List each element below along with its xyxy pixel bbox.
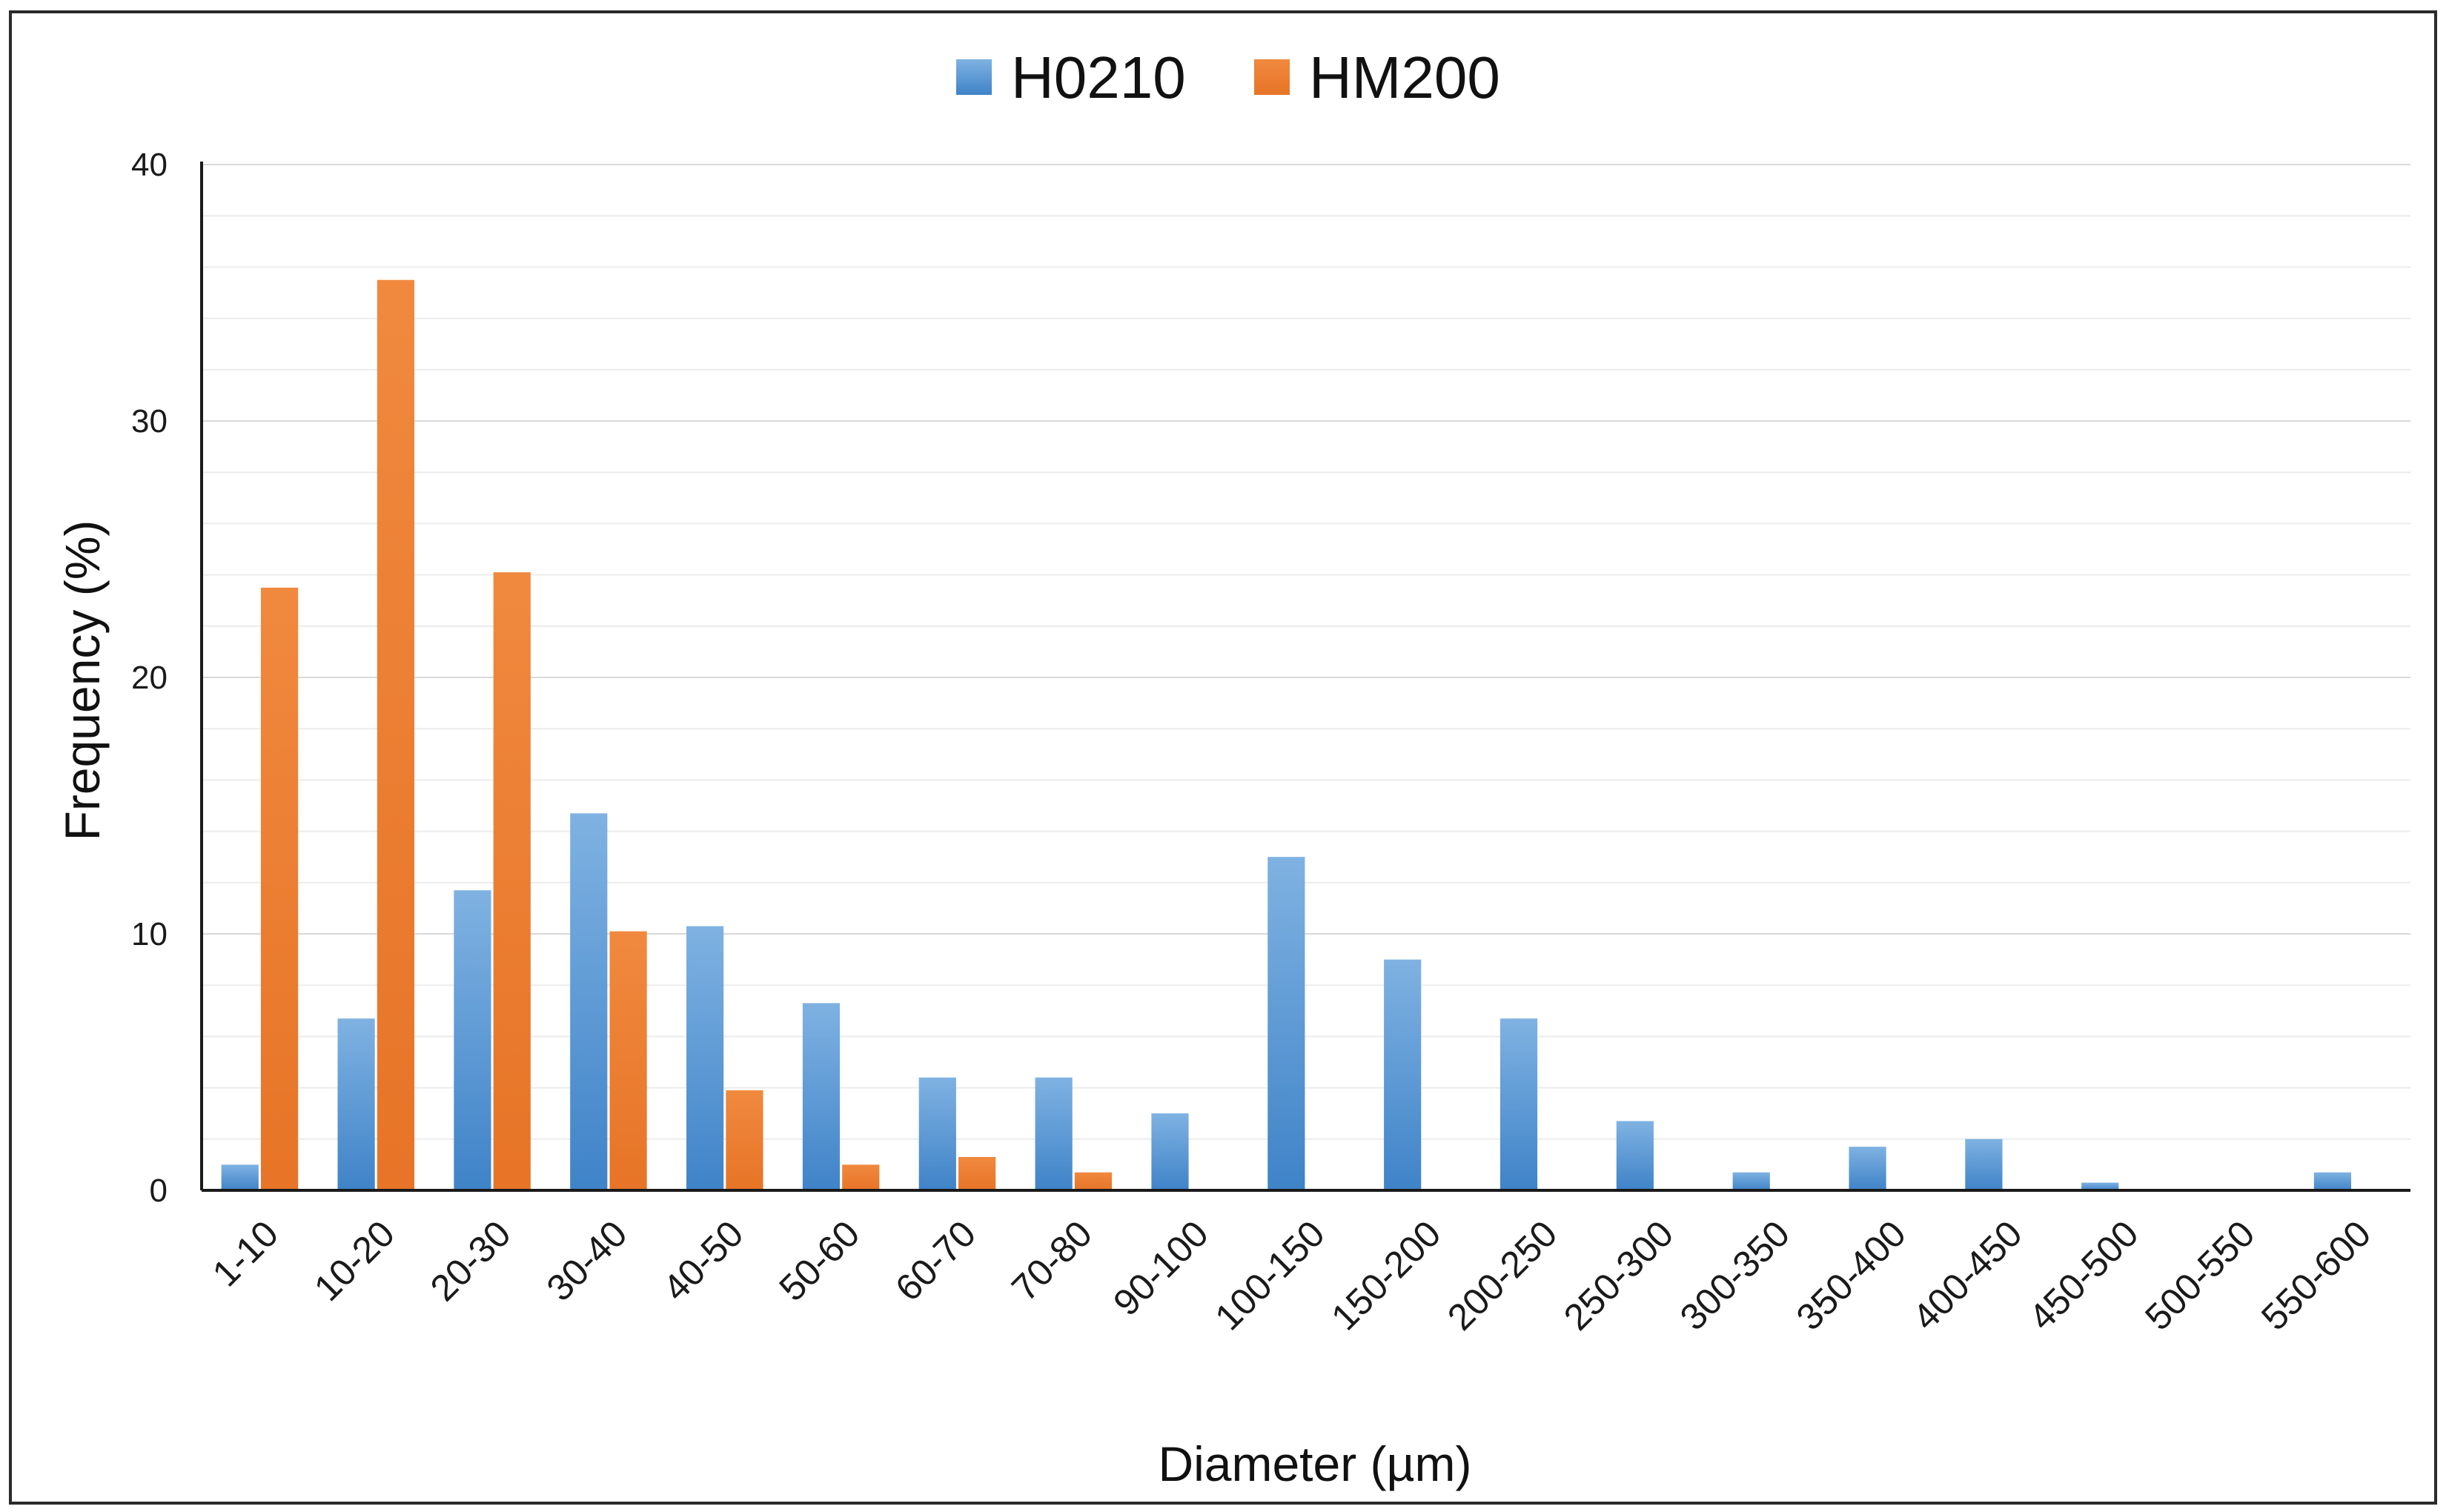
bar-h0210-300-350 [1732,1172,1770,1190]
x-axis-title: Diameter (µm) [1158,1436,1471,1491]
bar-h0210-400-450 [1965,1138,2003,1190]
y-tick-label: 30 [131,403,168,440]
bar-hm200-40-50 [726,1090,763,1190]
bar-h0210-70-80 [1035,1077,1073,1190]
bar-h0210-90-100 [1151,1113,1189,1190]
bar-h0210-450-500 [2081,1182,2119,1190]
bar-h0210-60-70 [918,1077,956,1190]
bar-h0210-150-200 [1384,959,1422,1190]
bar-hm200-70-80 [1074,1172,1113,1190]
bar-hm200-20-30 [493,572,531,1190]
y-axis-title: Frequency (%) [55,520,110,841]
bar-hm200-1-10 [260,587,299,1190]
y-tick-label: 40 [131,147,168,183]
y-tick-label: 10 [131,916,168,952]
bar-hm200-50-60 [842,1164,880,1190]
bars [221,279,2352,1191]
legend-label-hm200: HM200 [1309,44,1500,110]
bar-hm200-10-20 [377,279,415,1191]
y-tick-label: 0 [150,1173,168,1209]
bar-h0210-20-30 [454,890,491,1190]
bar-h0210-50-60 [802,1003,841,1190]
bar-h0210-100-150 [1267,857,1305,1190]
legend-swatch-hm200 [1254,59,1290,95]
bar-h0210-30-40 [570,813,608,1190]
bar-hm200-60-70 [958,1157,996,1190]
y-tick-label: 20 [131,660,168,696]
legend-swatch-h0210 [956,59,992,95]
bar-h0210-550-600 [2313,1172,2352,1190]
bar-h0210-40-50 [686,926,724,1190]
bar-hm200-30-40 [609,931,647,1190]
bar-h0210-200-250 [1499,1018,1538,1190]
y-tick-labels: 0 10 20 30 40 [131,147,168,1209]
chart-frame [9,10,2437,1505]
legend-label-h0210: H0210 [1011,44,1186,110]
bar-h0210-10-20 [337,1018,375,1190]
legend: H0210 HM200 [956,44,1500,110]
bar-h0210-350-400 [1849,1147,1886,1190]
axes [200,162,2410,1192]
gridlines [202,164,2410,1140]
bar-h0210-1-10 [221,1164,259,1190]
bar-h0210-250-300 [1616,1121,1654,1190]
